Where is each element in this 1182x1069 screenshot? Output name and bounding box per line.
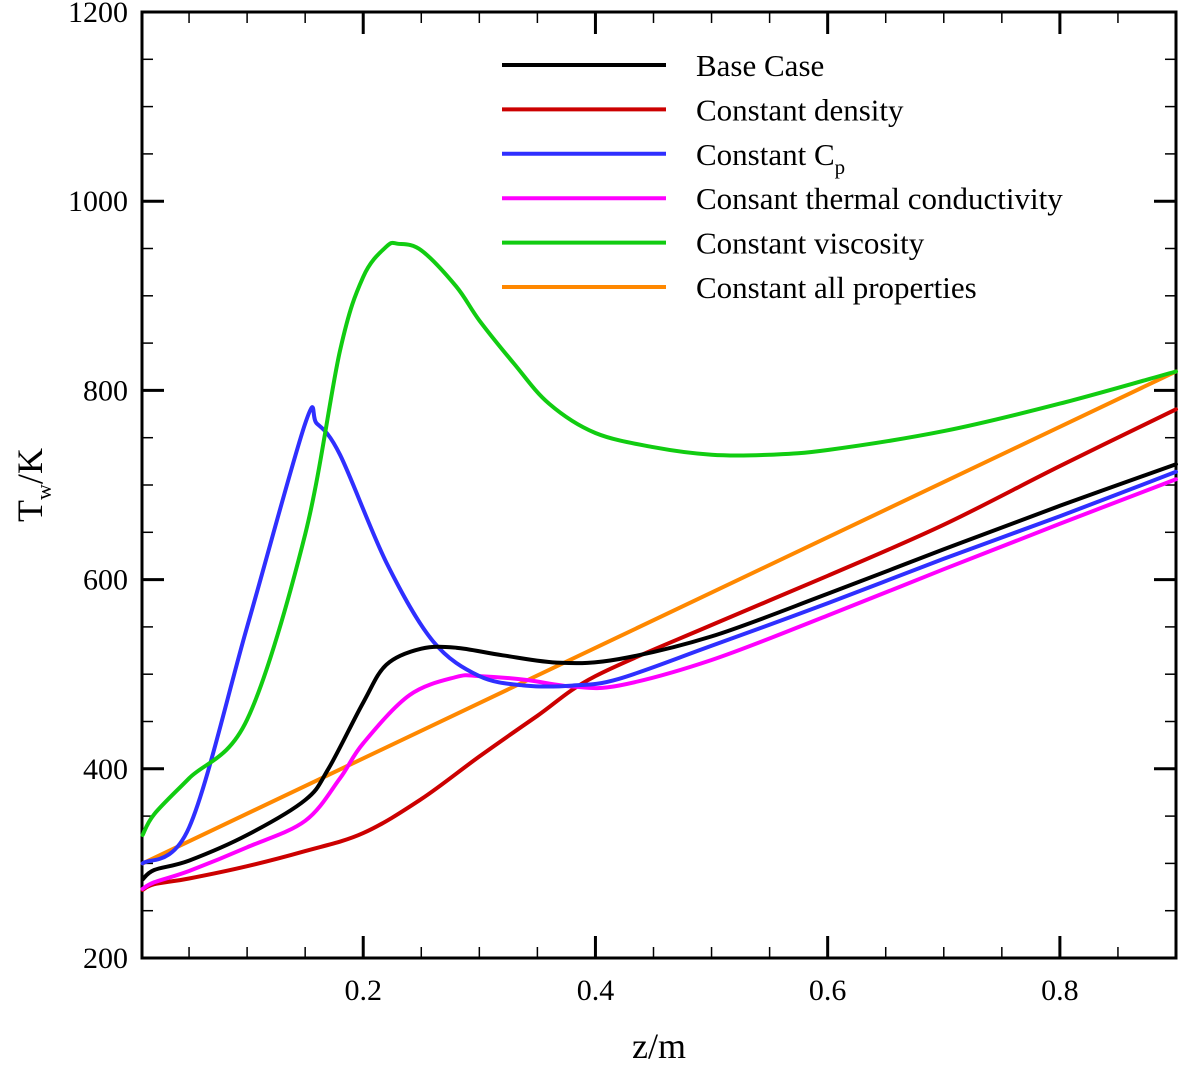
legend-label-constant-density: Constant density	[696, 92, 904, 127]
y-axis-title: Tw/K	[10, 448, 56, 522]
legend-label-constant-all-properties: Constant all properties	[696, 270, 977, 305]
series-line-constant-density	[140, 407, 1178, 892]
y-axis-title-main: T	[10, 500, 50, 522]
y-tick-label: 1200	[68, 0, 128, 29]
series-line-base-case	[140, 462, 1178, 882]
x-tick-label: 0.6	[809, 974, 847, 1007]
y-axis-title-sub: w	[31, 484, 56, 500]
x-tick-label: 0.8	[1041, 974, 1079, 1007]
y-tick-label: 200	[83, 942, 128, 975]
legend-label-constant-cp: Constant Cp	[696, 137, 845, 179]
legend-label-text: Constant viscosity	[696, 226, 925, 261]
series-lines	[140, 240, 1178, 892]
x-axis-title: z/m	[632, 1026, 686, 1064]
legend-label-base-case: Base Case	[696, 48, 824, 83]
legend-label-text: Consant thermal conductivity	[696, 181, 1063, 216]
legend-label-subscript: p	[835, 155, 846, 179]
legend-label-constant-viscosity: Constant viscosity	[696, 226, 925, 261]
series-line-consant-thermal-conductivity	[140, 477, 1178, 891]
legend-label-text: Base Case	[696, 48, 824, 83]
x-tick-label: 0.2	[344, 974, 382, 1007]
x-tick-label: 0.4	[577, 974, 615, 1007]
series-line-constant-viscosity	[140, 240, 1178, 837]
y-tick-label: 400	[83, 753, 128, 786]
y-axis-title-rest: /K	[10, 448, 50, 484]
series-line-constant-cp	[140, 405, 1178, 866]
series-line-constant-all-properties	[140, 369, 1178, 866]
y-tick-label: 800	[83, 374, 128, 407]
tick-marks	[142, 10, 1177, 960]
y-tick-label: 1000	[68, 185, 128, 218]
legend-label-text: Constant density	[696, 92, 904, 127]
legend-label-consant-thermal-conductivity: Consant thermal conductivity	[696, 181, 1063, 216]
legend-label-text: Constant all properties	[696, 270, 977, 305]
tick-labels: 200 400 600 800 1000 1200 0.2 0.4 0.6 0.8	[68, 0, 1079, 1007]
legend-label-text: Constant C	[696, 137, 835, 172]
y-tick-label: 600	[83, 564, 128, 597]
